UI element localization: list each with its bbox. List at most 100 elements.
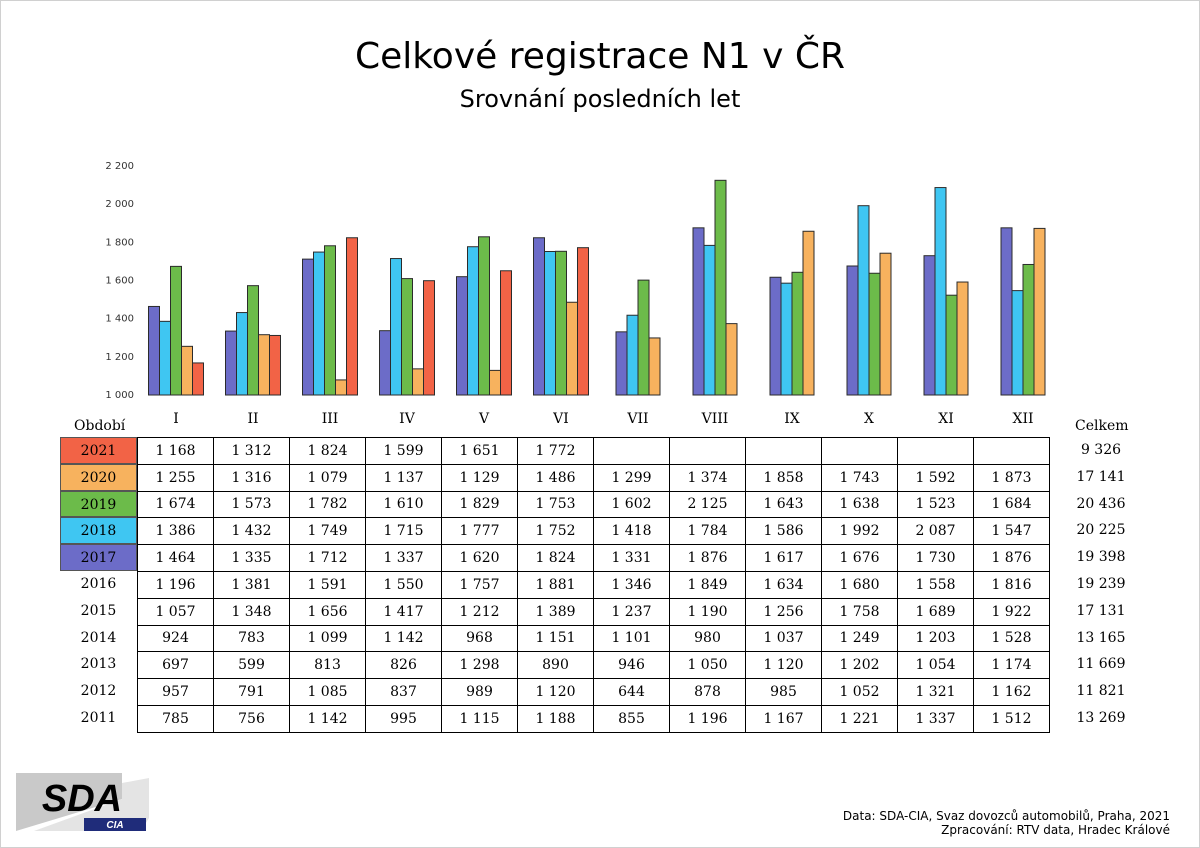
x-tick-label: V: [478, 411, 490, 427]
table-cell: 1 784: [669, 517, 746, 546]
total-value: 13 269: [1076, 710, 1126, 726]
table-cell: 1 312: [213, 437, 290, 465]
bar-2018-V: [467, 246, 479, 396]
bar-2019-VIII: [714, 179, 727, 396]
table-cell: 1 656: [289, 597, 366, 626]
table-cell: [669, 437, 746, 465]
table-cell: 1 777: [441, 517, 518, 546]
table-cell: 1 151: [517, 624, 594, 653]
year-label: 2015: [80, 602, 117, 619]
total-value: 19 239: [1076, 576, 1126, 592]
table-cell: 1 190: [669, 597, 746, 626]
bar-2020-XII: [1033, 227, 1046, 396]
table-cell: 1 196: [137, 570, 214, 599]
table-cell: 1 689: [897, 597, 974, 626]
year-label: 2011: [80, 710, 117, 726]
table-cell: 1 057: [137, 597, 214, 626]
table-cell: 1 203: [897, 624, 974, 653]
table-cell: 1 167: [745, 704, 822, 733]
table-cell: 1 196: [669, 704, 746, 733]
logo-text: SDA: [42, 778, 122, 820]
y-tick-label: 1 600: [105, 276, 134, 287]
table-cell: 1 237: [593, 597, 670, 626]
table-cell: 1 610: [365, 490, 442, 519]
table-cell: 1 348: [213, 597, 290, 626]
table-cell: [821, 437, 898, 465]
bar-2019-XII: [1022, 263, 1035, 396]
table-cell: 1 638: [821, 490, 898, 519]
table-cell: 1 174: [973, 651, 1050, 680]
table-cell: 1 120: [517, 678, 594, 706]
bar-2019-III: [324, 245, 336, 396]
bar-2021-I: [192, 362, 204, 396]
table-cell: 1 753: [517, 490, 594, 519]
bar-2018-VII: [626, 314, 639, 396]
year-label: 2019: [60, 490, 137, 518]
bar-2017-XI: [923, 255, 936, 396]
bar-2018-VI: [544, 250, 556, 396]
y-tick-label: 1 000: [105, 390, 134, 401]
year-label: 2021: [60, 437, 137, 464]
bar-2019-VII: [637, 279, 650, 396]
bar-2020-V: [489, 369, 501, 396]
table-cell: 1 054: [897, 651, 974, 680]
table-row: 1 464 1 335 1 712 1 337 1 620 1 824 1 331 1 876…: [137, 544, 1050, 572]
table-cell: 1 634: [745, 570, 822, 599]
bar-2018-X: [857, 205, 870, 396]
logo-subtext: CIA: [106, 820, 123, 831]
table-cell: 1 749: [289, 517, 366, 546]
table-cell: 1 255: [137, 463, 214, 492]
bar-2017-V: [456, 276, 468, 396]
bar-2018-I: [159, 320, 171, 396]
table-row: 1 255 1 316 1 079 1 137 1 129 1 486 1 299 1 374…: [137, 463, 1050, 492]
bar-2017-XII: [1000, 227, 1013, 396]
table-cell: 1 188: [517, 704, 594, 733]
table-cell: 1 142: [365, 624, 442, 653]
table-cell: 1 758: [821, 597, 898, 626]
table-cell: 791: [213, 678, 290, 706]
table-cell: 1 335: [213, 544, 290, 572]
total-value: 20 436: [1076, 495, 1126, 512]
table-row: 1 057 1 348 1 656 1 417 1 212 1 389 1 237 1 190…: [137, 597, 1050, 626]
total-value: 17 141: [1076, 468, 1126, 485]
table-cell: 785: [137, 704, 214, 733]
year-label: 2013: [80, 656, 117, 673]
table-cell: 837: [365, 678, 442, 706]
bar-2017-IV: [379, 330, 391, 396]
total-value: 11 669: [1076, 656, 1126, 673]
table-cell: 826: [365, 651, 442, 680]
bar-2019-VI: [555, 250, 567, 396]
table-cell: 878: [669, 678, 746, 706]
table-cell: 783: [213, 624, 290, 653]
table-cell: 1 547: [973, 517, 1050, 546]
table-cell: 1 752: [517, 517, 594, 546]
y-tick-label: 2 000: [105, 199, 134, 210]
table-row: 957 791 1 085 837 989 1 120 644 878 985 1 052 1 32…: [137, 678, 1050, 706]
bar-2018-II: [236, 312, 248, 396]
table-cell: [973, 437, 1050, 465]
bar-2018-IX: [780, 282, 793, 396]
total-value: 17 131: [1076, 602, 1126, 619]
x-tick-label: I: [173, 411, 179, 427]
table-cell: 1 101: [593, 624, 670, 653]
table-cell: 1 129: [441, 463, 518, 492]
data-table: 1 168 1 312 1 824 1 599 1 651 1 772 1 255 1 316…: [137, 437, 1050, 733]
table-cell: 1 386: [137, 517, 214, 546]
table-cell: 1 346: [593, 570, 670, 599]
bar-2018-XI: [934, 187, 947, 396]
table-cell: 1 876: [669, 544, 746, 572]
bar-2021-II: [269, 334, 281, 396]
table-cell: 1 337: [365, 544, 442, 572]
table-cell: 1 337: [897, 704, 974, 733]
table-cell: 1 202: [821, 651, 898, 680]
table-cell: 1 115: [441, 704, 518, 733]
y-tick-label: 2 200: [105, 161, 134, 172]
table-cell: 2 087: [897, 517, 974, 546]
period-label: Období: [74, 418, 126, 434]
bar-2021-VI: [577, 247, 589, 396]
table-cell: 1 550: [365, 570, 442, 599]
bar-2019-XI: [945, 294, 958, 396]
table-cell: 1 374: [669, 463, 746, 492]
bar-2020-VIII: [725, 323, 738, 396]
